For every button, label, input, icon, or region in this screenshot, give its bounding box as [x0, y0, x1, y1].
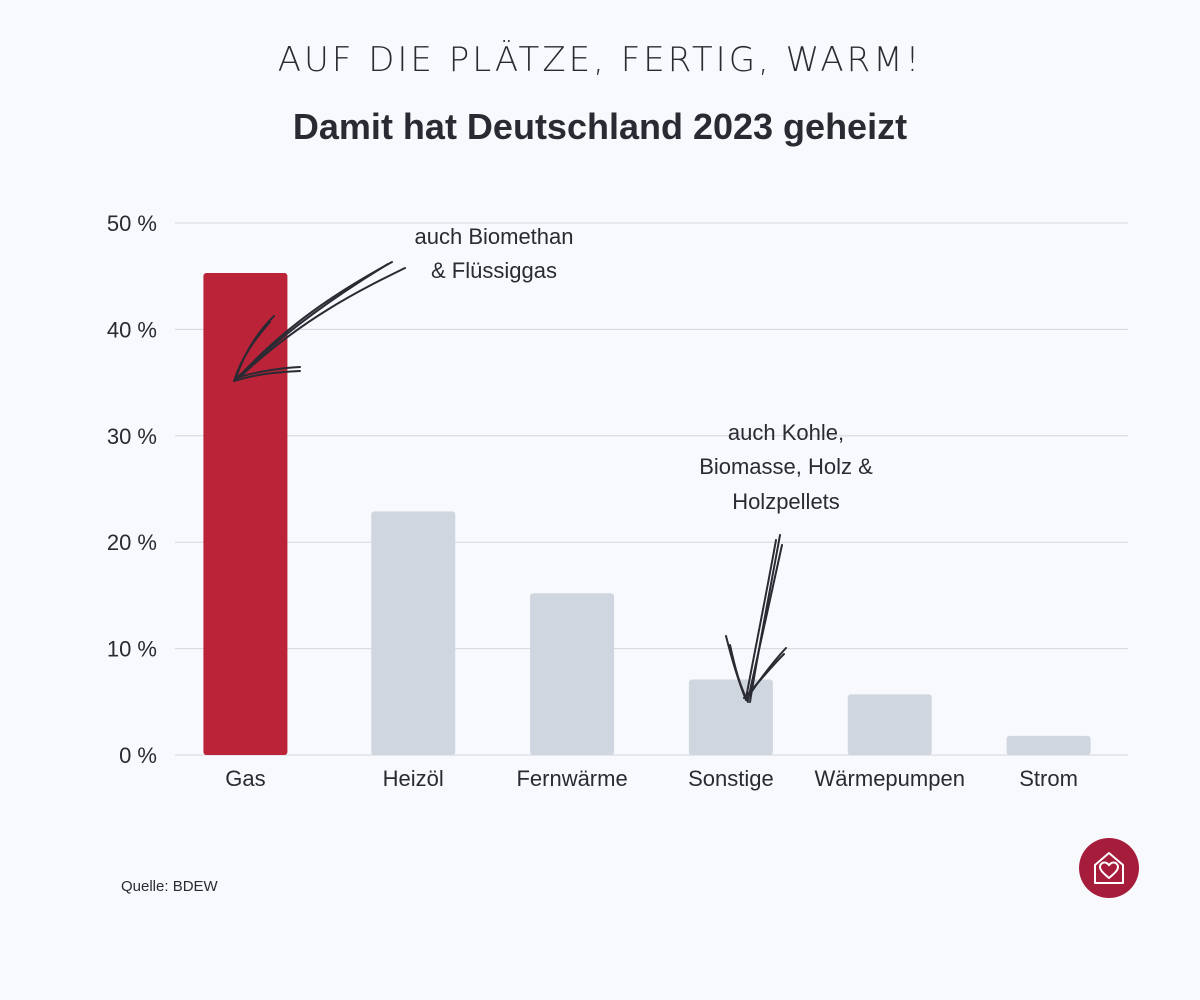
y-tick-label: 50 %: [107, 211, 157, 236]
x-tick-label: Sonstige: [688, 766, 774, 791]
bar-0: [203, 273, 288, 755]
chart-title: Damit hat Deutschland 2023 geheizt: [292, 106, 908, 147]
annotation-sonstige-line-2: Biomasse, Holz &: [699, 454, 873, 479]
y-axis-ticks: 0 % 10 % 20 % 30 % 40 % 50 %: [107, 211, 157, 768]
bar-4: [847, 694, 932, 755]
y-tick-label: 20 %: [107, 530, 157, 555]
annotation-sonstige-line-3: Holzpellets: [732, 489, 840, 514]
x-tick-label: Fernwärme: [516, 766, 627, 791]
y-tick-label: 30 %: [107, 424, 157, 449]
x-tick-label: Strom: [1019, 766, 1078, 791]
y-tick-label: 0 %: [119, 743, 157, 768]
x-tick-label: Wärmepumpen: [815, 766, 965, 791]
bars: [203, 273, 1091, 755]
annotation-gas-line-2: & Flüssiggas: [431, 258, 557, 283]
bar-2: [530, 593, 615, 755]
house-heart-icon: [1079, 838, 1139, 898]
y-tick-label: 40 %: [107, 317, 157, 342]
annotation-gas: auch Biomethan & Flüssiggas: [233, 224, 574, 382]
source-note: Quelle: BDEW: [121, 878, 218, 895]
x-tick-label: Gas: [225, 766, 265, 791]
y-tick-label: 10 %: [107, 637, 157, 662]
annotation-gas-line-1: auch Biomethan: [415, 224, 574, 249]
bar-5: [1006, 735, 1091, 755]
bar-1: [371, 511, 456, 755]
bar-3: [688, 679, 773, 755]
chart-kicker: AUF DIE PLÄTZE, FERTIG, WARM!: [277, 40, 923, 80]
annotation-gas-arrow-icon: [233, 261, 406, 382]
x-tick-label: Heizöl: [383, 766, 444, 791]
annotation-sonstige-arrow-icon: [725, 534, 787, 703]
annotation-sonstige: auch Kohle, Biomasse, Holz & Holzpellets: [699, 420, 873, 703]
annotation-sonstige-line-1: auch Kohle,: [728, 420, 844, 445]
grid-lines: [175, 222, 1128, 756]
x-axis-labels: Gas Heizöl Fernwärme Sonstige Wärmepumpen Str…: [225, 766, 1078, 791]
